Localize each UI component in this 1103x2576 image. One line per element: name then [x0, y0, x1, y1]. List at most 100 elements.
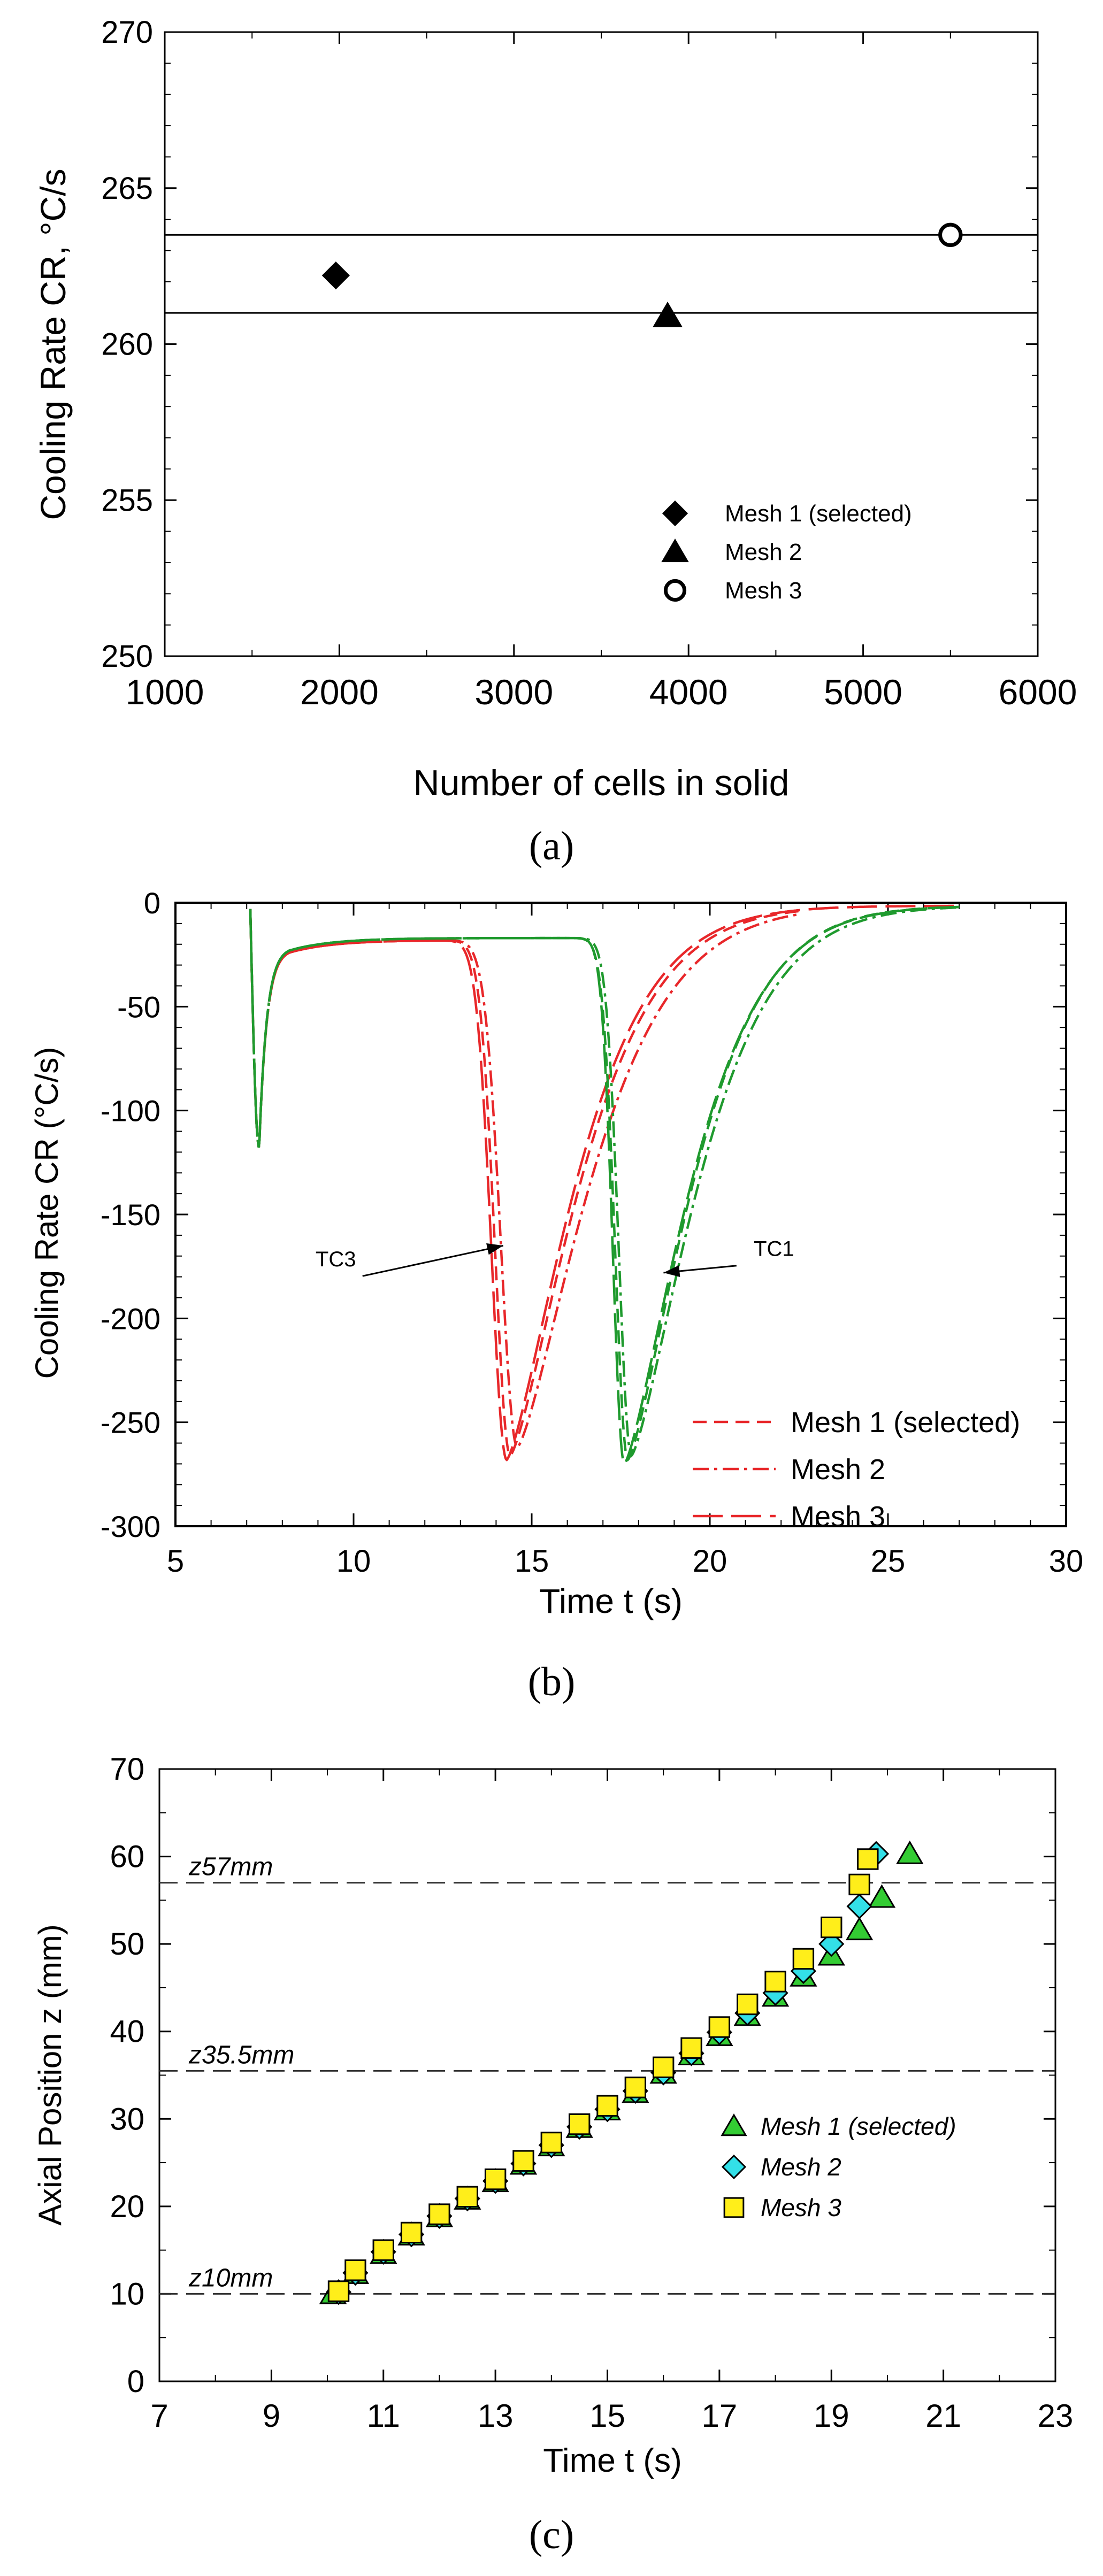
x-tick-label: 5000 — [824, 672, 902, 712]
y-axis-title: Axial Position z (mm) — [32, 1924, 68, 2225]
data-point-open-circle — [938, 222, 963, 247]
legend-marker — [662, 500, 688, 527]
data-point-square — [400, 2221, 423, 2244]
x-tick-label: 20 — [693, 1544, 727, 1579]
y-tick-label: -250 — [101, 1406, 160, 1440]
legend-label: Mesh 1 (selected) — [725, 501, 912, 527]
data-point-square — [372, 2239, 394, 2261]
data-point-square — [568, 2113, 591, 2135]
legend-label: Mesh 2 — [791, 1454, 885, 1486]
x-tick-label: 25 — [871, 1544, 906, 1579]
series-line-TC1-longdash — [249, 905, 960, 1466]
data-point-square — [512, 2150, 534, 2172]
x-tick-label: 9 — [263, 2398, 280, 2434]
data-point-square — [764, 1971, 786, 1993]
x-tick-label: 21 — [925, 2398, 961, 2434]
y-tick-label: -200 — [101, 1302, 160, 1335]
annotation-arrow-head — [486, 1243, 503, 1255]
y-tick-label: 50 — [110, 1927, 144, 1962]
x-tick-label: 1000 — [126, 672, 204, 712]
data-point-diamond — [321, 262, 350, 290]
data-point-square — [680, 2037, 702, 2059]
y-tick-label: 0 — [144, 886, 160, 920]
y-tick-label: 40 — [110, 2014, 144, 2049]
y-tick-label: 10 — [110, 2277, 144, 2311]
x-tick-label: 17 — [702, 2398, 738, 2434]
x-tick-label: 15 — [515, 1544, 549, 1579]
x-tick-label: 7 — [150, 2398, 168, 2434]
y-tick-label: 60 — [110, 1840, 144, 1874]
caption-b: (b) — [528, 1659, 576, 1704]
y-tick-label: -150 — [101, 1198, 160, 1232]
y-tick-label: 70 — [110, 1752, 144, 1787]
legend-label: Mesh 2 — [761, 2153, 841, 2181]
data-point-square — [848, 1873, 870, 1896]
data-point-square — [327, 2280, 350, 2302]
series-line-TC3-dash — [249, 909, 799, 1458]
legend-label: Mesh 2 — [725, 539, 802, 565]
x-tick-label: 2000 — [300, 672, 379, 712]
legend-marker — [663, 579, 687, 602]
x-tick-label: 5 — [167, 1544, 184, 1579]
data-point-square — [540, 2132, 563, 2154]
data-point-square — [857, 1848, 879, 1870]
x-axis-title: Time t (s) — [539, 1582, 683, 1620]
data-point-square — [484, 2168, 507, 2190]
data-point-triangle — [896, 1840, 924, 1864]
data-point-square — [792, 1948, 815, 1970]
data-point-square — [652, 2056, 675, 2078]
caption-a: (a) — [529, 824, 574, 868]
y-tick-label: -300 — [101, 1510, 160, 1543]
legend-marker — [661, 539, 689, 563]
y-axis-title: Cooling Rate CR (°C/s) — [29, 1047, 65, 1379]
x-tick-label: 30 — [1049, 1544, 1084, 1579]
y-axis-title: Cooling Rate CR, °C/s — [33, 168, 73, 520]
y-tick-label: -50 — [117, 990, 160, 1024]
y-tick-label: 250 — [101, 639, 153, 674]
data-point-square — [708, 2016, 731, 2038]
data-point-square — [596, 2095, 618, 2117]
series-line-TC1-dash — [249, 905, 960, 1462]
x-tick-label: 4000 — [649, 672, 728, 712]
legend-marker — [723, 2197, 745, 2218]
y-tick-label: -100 — [101, 1094, 160, 1128]
y-tick-label: 20 — [110, 2189, 144, 2224]
y-tick-label: 265 — [101, 171, 153, 206]
legend-label: Mesh 3 — [761, 2194, 841, 2221]
x-tick-label: 6000 — [999, 672, 1077, 712]
data-point-diamond — [846, 1893, 872, 1919]
legend-marker — [721, 2154, 747, 2180]
x-tick-label: 15 — [589, 2398, 625, 2434]
data-point-triangle — [845, 1916, 874, 1941]
legend-label: Mesh 1 (selected) — [791, 1406, 1020, 1439]
chart-b: 5 10 15 20 25 30 0 -50 -100 -150 -200 -250 -300 TC3 TC… — [29, 886, 1084, 1704]
x-tick-label: 19 — [814, 2398, 849, 2434]
reference-line-label: z35.5mm — [188, 2041, 294, 2069]
series-line-TC1-dashdot — [249, 906, 960, 1458]
reference-line-label: z57mm — [188, 1853, 273, 1881]
legend-marker — [721, 2113, 747, 2136]
plot-frame — [164, 31, 1039, 657]
x-tick-label: 23 — [1038, 2398, 1074, 2434]
y-tick-label: 270 — [101, 15, 153, 50]
y-tick-label: 0 — [127, 2364, 144, 2399]
x-tick-label: 13 — [478, 2398, 514, 2434]
series-line-TC3-longdash — [249, 904, 960, 1462]
chart-c: 7 9 11 13 15 17 19 21 23 0 10 20 30 40 50 60 70 z57mm z35.… — [32, 1752, 1074, 2557]
y-tick-label: 30 — [110, 2102, 144, 2136]
data-point-triangle — [868, 1884, 896, 1908]
data-point-square — [428, 2203, 450, 2225]
x-axis-title: Time t (s) — [543, 2442, 681, 2479]
annotation-arrow-line — [362, 1244, 504, 1277]
legend-label: Mesh 3 — [791, 1501, 885, 1533]
x-tick-label: 3000 — [474, 672, 553, 712]
reference-line-label: z10mm — [188, 2264, 273, 2292]
series-line-TC3-dashdot — [249, 909, 799, 1449]
y-tick-label: 260 — [101, 327, 153, 362]
data-point-square — [344, 2259, 366, 2281]
data-point-triangle — [653, 302, 683, 327]
annotation-label: TC3 — [316, 1248, 356, 1271]
annotation-arrow-head — [663, 1265, 680, 1277]
chart-a: 1000 2000 3000 4000 5000 6000 250 255 260 265 270 M… — [33, 15, 1077, 868]
x-tick-label: 11 — [367, 2398, 400, 2434]
